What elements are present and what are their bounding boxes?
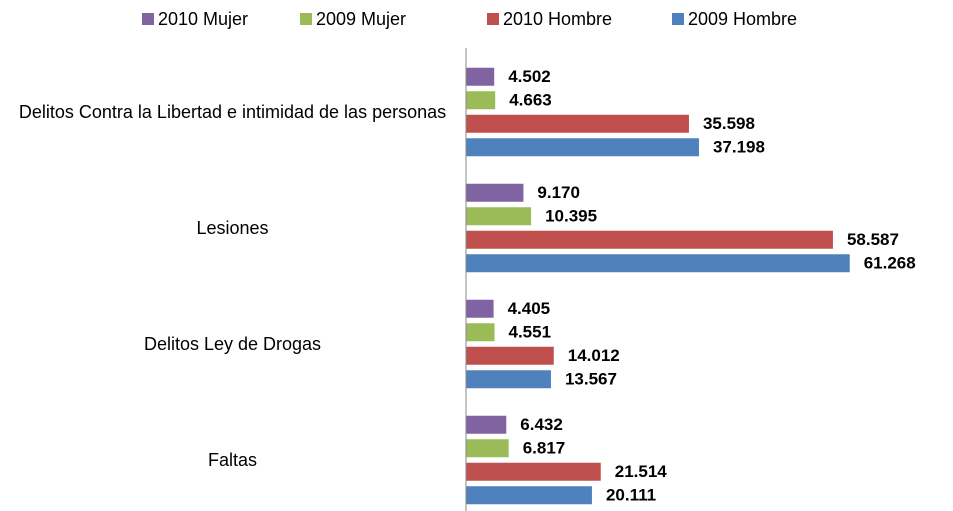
- legend-label: 2010 Mujer: [158, 9, 248, 29]
- bar: [466, 462, 601, 481]
- bar: [466, 346, 554, 365]
- data-label: 4.551: [509, 323, 552, 342]
- bar: [466, 67, 495, 86]
- bar: [466, 254, 850, 273]
- data-label: 4.663: [509, 91, 552, 110]
- bar: [466, 415, 507, 434]
- legend-swatch: [672, 13, 684, 25]
- data-label: 6.432: [520, 415, 563, 434]
- legend-label: 2009 Hombre: [688, 9, 797, 29]
- bar: [466, 486, 592, 505]
- data-label: 58.587: [847, 230, 899, 249]
- bar: [466, 299, 494, 318]
- data-label: 35.598: [703, 114, 755, 133]
- category-label: Lesiones: [196, 218, 269, 238]
- data-label: 6.817: [523, 439, 566, 458]
- bar: [466, 323, 495, 342]
- bar: [466, 230, 833, 249]
- data-label: 4.502: [508, 67, 551, 86]
- bar: [466, 439, 509, 458]
- bar: [466, 138, 699, 157]
- bar: [466, 114, 689, 133]
- data-label: 14.012: [568, 346, 620, 365]
- bar: [466, 370, 551, 389]
- data-label: 4.405: [508, 299, 551, 318]
- bar: [466, 207, 532, 226]
- category-label: Faltas: [207, 450, 258, 470]
- legend-swatch: [300, 13, 312, 25]
- category-label: Delitos Contra la Libertad e intimidad d…: [18, 102, 447, 122]
- data-label: 13.567: [565, 370, 617, 389]
- category-label: Delitos Ley de Drogas: [143, 334, 322, 354]
- legend-label: 2009 Mujer: [316, 9, 406, 29]
- legend-swatch: [142, 13, 154, 25]
- data-label: 61.268: [864, 254, 916, 273]
- bar: [466, 91, 496, 110]
- data-label: 37.198: [713, 138, 765, 157]
- data-label: 10.395: [545, 207, 597, 226]
- data-label: 20.111: [606, 486, 656, 505]
- legend-label: 2010 Hombre: [503, 9, 612, 29]
- data-label: 21.514: [615, 462, 668, 481]
- data-label: 9.170: [537, 183, 580, 202]
- legend-swatch: [487, 13, 499, 25]
- bar: [466, 183, 524, 202]
